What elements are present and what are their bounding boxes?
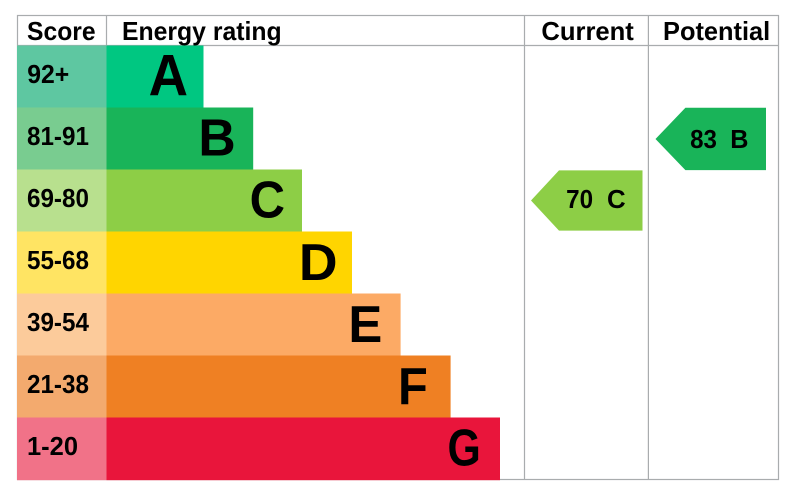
svg-text:39-54: 39-54 bbox=[27, 307, 89, 337]
svg-text:92+: 92+ bbox=[27, 59, 69, 89]
svg-text:1-20: 1-20 bbox=[27, 431, 78, 461]
svg-text:C: C bbox=[607, 184, 626, 214]
svg-text:A: A bbox=[149, 44, 188, 109]
svg-text:C: C bbox=[250, 171, 285, 229]
svg-text:F: F bbox=[398, 358, 428, 416]
svg-text:B: B bbox=[198, 110, 235, 168]
svg-text:Current: Current bbox=[541, 16, 634, 46]
svg-text:81-91: 81-91 bbox=[27, 121, 89, 151]
svg-text:83: 83 bbox=[690, 124, 717, 154]
svg-text:E: E bbox=[348, 296, 382, 354]
svg-text:D: D bbox=[299, 234, 338, 292]
svg-text:69-80: 69-80 bbox=[27, 183, 89, 213]
svg-text:B: B bbox=[730, 124, 748, 154]
svg-text:21-38: 21-38 bbox=[27, 369, 89, 399]
svg-text:Score: Score bbox=[27, 16, 96, 46]
svg-text:Energy rating: Energy rating bbox=[122, 16, 282, 46]
svg-text:55-68: 55-68 bbox=[27, 245, 89, 275]
svg-text:70: 70 bbox=[566, 184, 593, 214]
svg-text:G: G bbox=[447, 420, 480, 478]
svg-text:Potential: Potential bbox=[663, 16, 770, 46]
